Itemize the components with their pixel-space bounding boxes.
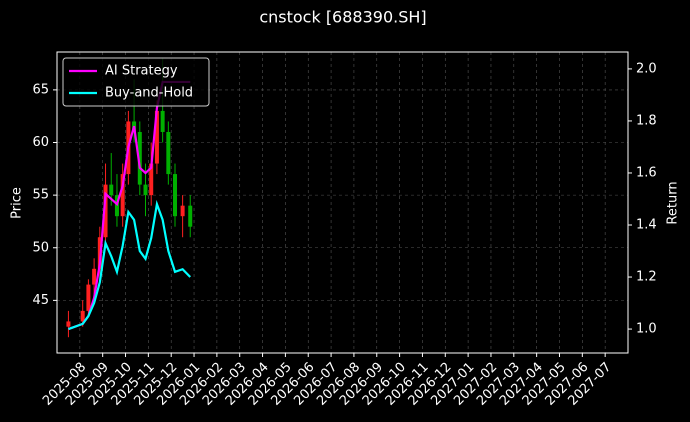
series-line [68,199,192,331]
candle-body [154,110,159,164]
candle-body [80,310,85,322]
y2-tick-label: 1.0 [636,322,657,337]
candle-body [160,110,165,132]
candle-body [66,321,71,327]
candle-body [149,163,154,196]
legend-box [62,57,210,107]
chart-title: cnstock [688390.SH] [259,8,426,27]
y-tick-label: 45 [32,293,49,308]
candle-body [92,268,97,285]
y2-tick-label: 1.6 [636,165,657,180]
candle-body [143,184,148,196]
candle-body [188,205,193,227]
plot-frame [56,51,629,354]
legend-label: Buy-and-Hold [105,86,193,101]
y2-tick-label: 1.4 [636,218,657,233]
legend-label: AI Strategy [105,64,178,79]
candle-body [103,184,108,238]
candle-body [86,284,91,311]
candle-body [166,131,171,175]
y-axis-label: Price [10,187,25,219]
y2-tick-label: 2.0 [636,61,657,76]
candle-body [120,174,125,217]
candle-body [180,205,185,217]
y2-tick-label: 1.8 [636,113,657,128]
y2-axis-label: Return [666,181,681,224]
y-tick-label: 60 [32,135,49,150]
y-tick-label: 55 [32,188,49,203]
candle-body [137,131,142,185]
candle-body [109,184,114,196]
y-tick-label: 65 [32,82,49,97]
candle-body [173,174,178,217]
y2-tick-label: 1.2 [636,270,657,285]
y-tick-label: 50 [32,240,49,255]
